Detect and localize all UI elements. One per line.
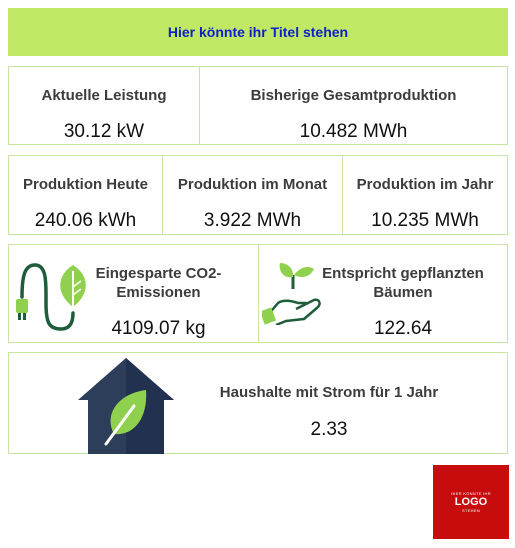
current-power-value: 30.12 kW <box>63 121 145 142</box>
households-label: Haushalte mit Strom für 1 Jahr <box>219 384 439 401</box>
page-title: Hier könnte ihr Titel stehen <box>167 24 349 40</box>
total-production-value: 10.482 MWh <box>299 121 408 142</box>
production-year-value: 10.235 MWh <box>371 210 479 231</box>
production-today-value: 240.06 kWh <box>34 210 137 231</box>
hand-plant-icon <box>262 263 321 325</box>
title-bar: Hier könnte ihr Titel stehen <box>8 8 508 56</box>
card-trees-planted: Entspricht gepflanzten Bäumen 122.64 <box>258 245 507 342</box>
co2-label-line1: Eingesparte CO2- <box>95 265 222 282</box>
total-production-label: Bisherige Gesamtproduktion <box>250 87 457 104</box>
co2-label-line2: Emissionen <box>116 284 201 301</box>
eco-house-icon <box>78 358 174 454</box>
co2-value: 4109.07 kg <box>111 318 206 339</box>
production-today-label: Produktion Heute <box>22 176 148 193</box>
logo: HIER KÖNNTE IHR LOGO STEHEN <box>433 465 509 539</box>
households-value: 2.33 <box>310 419 348 440</box>
row-current-total: Aktuelle Leistung 30.12 kW Bisherige Ges… <box>8 66 508 145</box>
row-production-periods: Produktion Heute 240.06 kWh Produktion i… <box>8 155 508 235</box>
row-environment: Eingesparte CO2- Emissionen 4109.07 kg E… <box>8 244 508 343</box>
trees-value: 122.64 <box>373 318 433 339</box>
card-production-month: Produktion im Monat 3.922 MWh <box>162 156 342 234</box>
card-co2-savings: Eingesparte CO2- Emissionen 4109.07 kg <box>9 245 258 342</box>
trees-label-line1: Entspricht gepflanzten <box>322 265 484 282</box>
production-month-label: Produktion im Monat <box>177 176 328 193</box>
production-month-value: 3.922 MWh <box>203 210 302 231</box>
card-total-production: Bisherige Gesamtproduktion 10.482 MWh <box>199 67 507 144</box>
card-production-year: Produktion im Jahr 10.235 MWh <box>342 156 507 234</box>
logo-main-text: LOGO <box>454 496 488 508</box>
card-production-today: Produktion Heute 240.06 kWh <box>9 156 162 234</box>
row-households: Haushalte mit Strom für 1 Jahr 2.33 <box>8 352 508 454</box>
plug-leaf-icon <box>16 263 86 331</box>
card-current-power: Aktuelle Leistung 30.12 kW <box>9 67 199 144</box>
production-year-label: Produktion im Jahr <box>356 176 494 193</box>
trees-label-line2: Bäumen <box>373 284 433 301</box>
logo-sub-text: STEHEN <box>461 508 481 513</box>
current-power-label: Aktuelle Leistung <box>41 87 167 104</box>
logo-small-text: HIER KÖNNTE IHR <box>451 491 491 496</box>
